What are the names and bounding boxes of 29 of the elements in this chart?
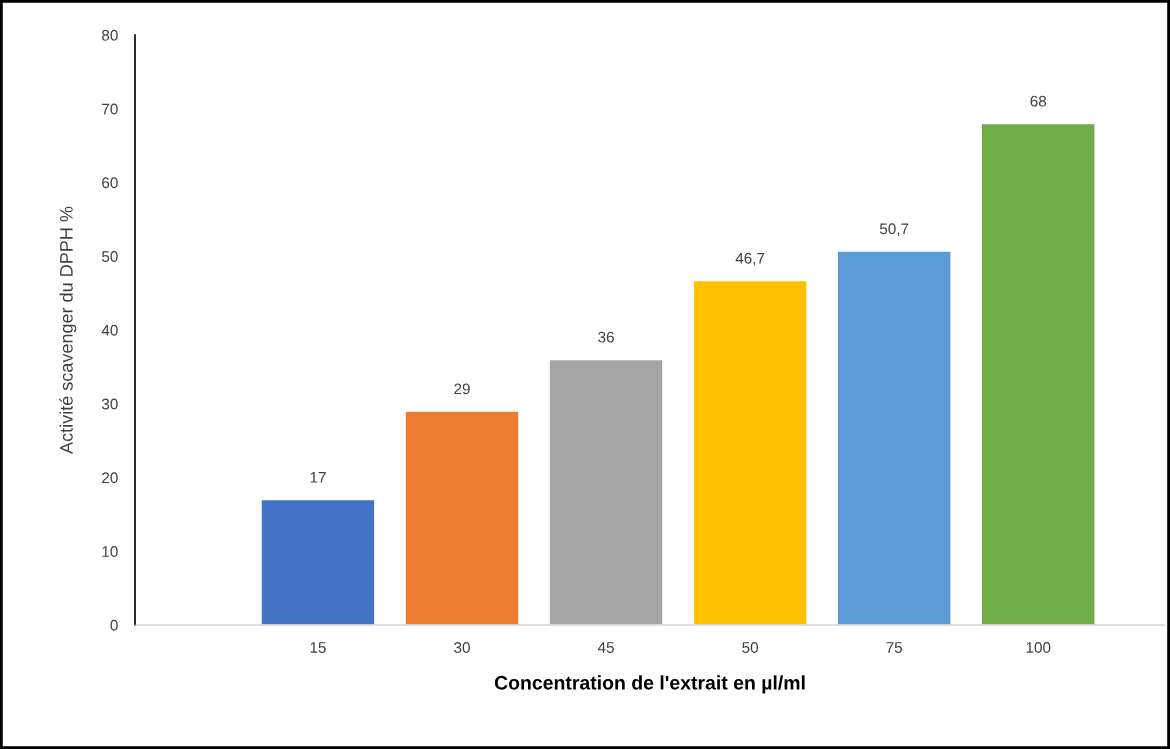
data-label: 46,7	[735, 252, 765, 266]
bar	[836, 250, 952, 625]
data-label: 17	[310, 472, 326, 483]
x-tick-label: 15	[310, 642, 326, 653]
data-label: 29	[454, 383, 470, 395]
x-tick-label: 75	[886, 642, 903, 653]
data-label: 68	[1030, 95, 1047, 107]
y-tick-label: 70	[102, 103, 118, 115]
y-tick-label: 60	[102, 177, 118, 189]
x-tick-label: 100	[1026, 642, 1051, 653]
y-tick-label: 30	[101, 398, 118, 410]
y-axis-title: Activité scavenger du DPPH %	[59, 206, 77, 454]
bar	[260, 498, 376, 625]
bar	[548, 358, 664, 625]
x-axis-title: Concentration de l'extrait en µl/ml	[494, 675, 805, 694]
bar	[692, 279, 808, 625]
bar	[404, 410, 520, 625]
x-tick-label: 30	[454, 642, 470, 653]
data-label: 36	[598, 331, 614, 343]
y-tick-label: 40	[101, 324, 118, 336]
x-tick-label: 50	[742, 642, 759, 653]
y-tick-label: 10	[102, 546, 118, 557]
data-label: 50,7	[879, 223, 909, 236]
y-tick-label: 20	[102, 472, 118, 484]
x-tick-label: 45	[597, 642, 614, 653]
y-tick-label: 80	[102, 29, 118, 41]
bar	[980, 122, 1096, 625]
y-tick-label: 50	[101, 251, 118, 262]
y-tick-label: 0	[110, 619, 118, 631]
